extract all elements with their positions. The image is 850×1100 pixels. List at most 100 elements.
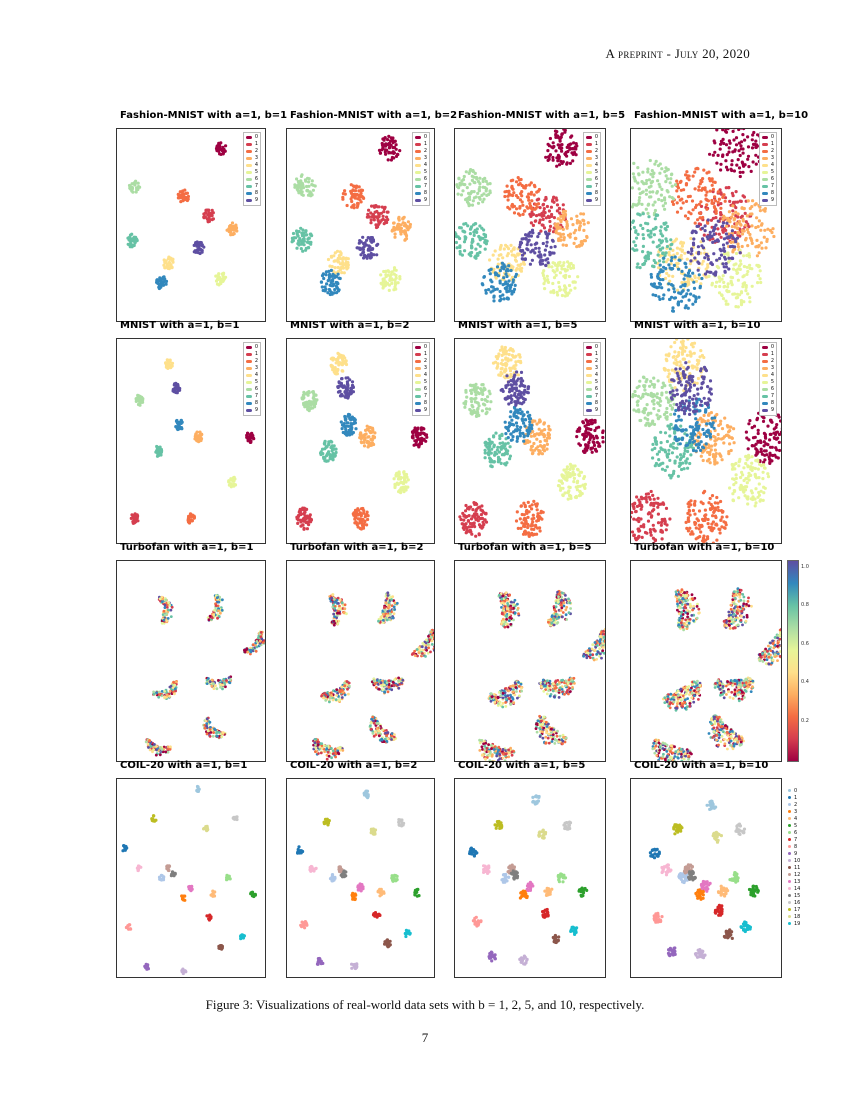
legend-label: 3 xyxy=(423,155,427,161)
colorbar-tick-label: 0.6 xyxy=(801,640,809,647)
legend-label: 7 xyxy=(423,393,427,399)
legend-item: 8 xyxy=(245,190,258,197)
cluster-6 xyxy=(390,873,399,883)
legend-item: 7 xyxy=(414,183,427,190)
legend-swatch xyxy=(761,395,768,398)
cluster-8 xyxy=(174,418,184,432)
legend-item: 1 xyxy=(414,141,427,148)
cluster-16 xyxy=(231,815,239,822)
panel-title: Fashion-MNIST with a=1, b=5 xyxy=(458,110,626,121)
cluster-3 xyxy=(691,411,736,466)
cluster-7 xyxy=(713,903,724,917)
cluster-9 xyxy=(686,218,742,277)
legend-label: 8 xyxy=(770,400,774,406)
coil20-panel xyxy=(630,778,782,978)
legend-item: 3 xyxy=(788,808,800,815)
legend-item: 1 xyxy=(761,351,774,358)
legend-label: 7 xyxy=(594,393,598,399)
cluster-2 xyxy=(157,873,166,882)
legend-label: 4 xyxy=(794,815,798,822)
legend-item: 19 xyxy=(788,920,800,927)
legend-item: 9 xyxy=(585,197,598,204)
legend-label: 4 xyxy=(770,372,774,378)
cluster-10 xyxy=(350,962,359,971)
legend-item: 1 xyxy=(788,794,800,801)
trajectory-4 xyxy=(713,676,755,703)
legend-swatch xyxy=(414,178,421,181)
cluster-5 xyxy=(214,271,228,287)
panel-title: Turbofan with a=1, b=10 xyxy=(634,542,775,553)
legend-swatch xyxy=(585,346,592,349)
legend-swatch xyxy=(414,346,421,349)
cluster-2 xyxy=(328,873,337,883)
legend-item: 3 xyxy=(245,155,258,162)
trajectory-5 xyxy=(651,738,693,761)
legend-swatch xyxy=(761,199,768,202)
panel-title: Turbofan with a=1, b=5 xyxy=(458,542,592,553)
trajectory-0 xyxy=(157,595,174,625)
legend-item: 6 xyxy=(761,386,774,393)
cluster-3 xyxy=(721,199,776,258)
legend-swatch xyxy=(761,157,768,160)
legend-label: 5 xyxy=(423,379,427,385)
legend-label: 4 xyxy=(594,162,598,168)
legend-item: 6 xyxy=(414,176,427,183)
legend-label: 3 xyxy=(770,365,774,371)
cluster-12 xyxy=(337,865,344,874)
legend-swatch xyxy=(585,409,592,412)
legend-label: 8 xyxy=(594,190,598,196)
legend-swatch xyxy=(245,374,252,377)
legend-item: 3 xyxy=(245,365,258,372)
legend-label: 3 xyxy=(254,365,258,371)
legend-item: 8 xyxy=(788,843,800,850)
legend-swatch xyxy=(761,164,768,167)
legend-item: 5 xyxy=(761,379,774,386)
legend-label: 2 xyxy=(594,148,598,154)
legend-label: 0 xyxy=(594,344,598,350)
legend-label: 5 xyxy=(594,169,598,175)
legend-swatch xyxy=(585,388,592,391)
legend-item: 4 xyxy=(788,815,800,822)
panel-title: Turbofan with a=1, b=2 xyxy=(290,542,424,553)
cluster-6 xyxy=(127,179,142,194)
trajectory-2 xyxy=(243,630,265,656)
cluster-10 xyxy=(693,948,707,960)
legend-swatch xyxy=(245,143,252,146)
legend-label: 8 xyxy=(794,843,798,850)
legend-label: 1 xyxy=(423,141,427,147)
legend-item: 9 xyxy=(788,850,800,857)
cluster-19 xyxy=(739,920,752,934)
legend-item: 6 xyxy=(245,176,258,183)
legend-swatch xyxy=(585,402,592,405)
legend-item: 2 xyxy=(761,358,774,365)
cluster-2 xyxy=(500,872,511,884)
legend-item: 4 xyxy=(761,372,774,379)
legend-swatch xyxy=(414,353,421,356)
legend-item: 11 xyxy=(788,864,800,871)
legend-label: 7 xyxy=(770,183,774,189)
scatter-plot xyxy=(631,339,781,543)
legend-label: 0 xyxy=(770,344,774,350)
legend-swatch xyxy=(761,143,768,146)
legend-label: 13 xyxy=(794,878,801,885)
cluster-18 xyxy=(711,830,723,844)
cluster-9 xyxy=(192,240,206,256)
colorbar xyxy=(787,560,799,762)
cluster-14 xyxy=(660,863,673,877)
legend-item: 8 xyxy=(245,400,258,407)
legend-swatch xyxy=(761,367,768,370)
cluster-11 xyxy=(383,938,392,949)
legend-label: 5 xyxy=(254,169,258,175)
legend-label: 6 xyxy=(794,829,798,836)
legend-label: 9 xyxy=(770,197,774,203)
cluster-1 xyxy=(458,501,489,538)
cluster-3 xyxy=(390,215,412,242)
legend-swatch xyxy=(245,381,252,384)
legend-swatch xyxy=(414,199,421,202)
legend-swatch xyxy=(245,395,252,398)
legend-swatch xyxy=(245,346,252,349)
panel-title: MNIST with a=1, b=2 xyxy=(290,320,410,331)
panel-title: COIL-20 with a=1, b=1 xyxy=(120,760,248,771)
